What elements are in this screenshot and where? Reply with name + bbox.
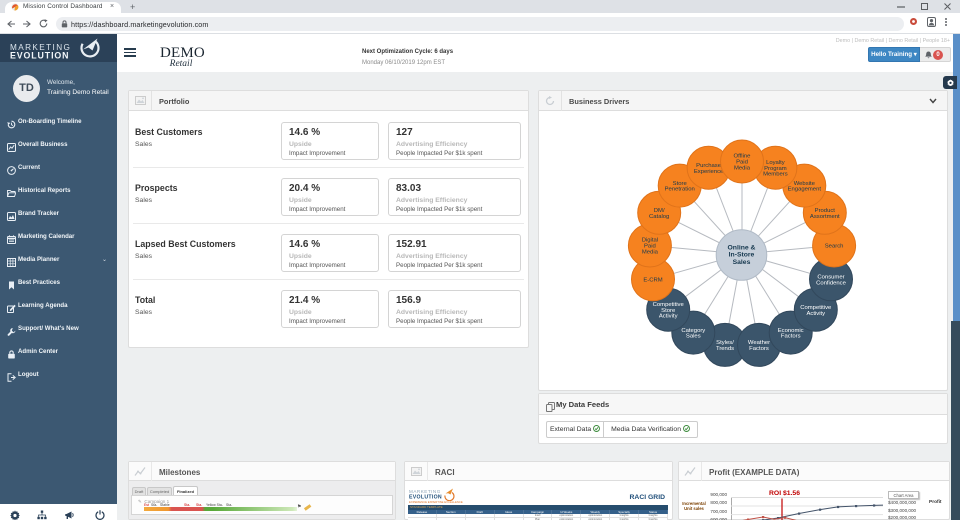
svg-text:Paid: Paid xyxy=(644,244,656,250)
svg-text:Loyalty: Loyalty xyxy=(766,160,785,166)
svg-text:Media: Media xyxy=(734,166,751,172)
svg-text:Confidence: Confidence xyxy=(816,280,847,286)
svg-text:E-CRM: E-CRM xyxy=(643,277,662,283)
svg-text:DM/: DM/ xyxy=(654,208,665,214)
svg-text:EVOLUTION: EVOLUTION xyxy=(10,51,69,61)
svg-text:Competitive: Competitive xyxy=(800,305,832,311)
svg-text:Factors: Factors xyxy=(781,334,801,340)
svg-text:Sales: Sales xyxy=(733,259,751,266)
svg-text:Paid: Paid xyxy=(736,160,748,166)
svg-text:Program: Program xyxy=(764,166,787,172)
svg-text:Styles/: Styles/ xyxy=(716,340,734,346)
svg-text:Website: Website xyxy=(794,181,816,187)
svg-text:MARKETING: MARKETING xyxy=(409,489,441,494)
svg-text:Media: Media xyxy=(642,250,659,256)
svg-text:Search: Search xyxy=(825,244,844,250)
svg-text:Sales: Sales xyxy=(686,334,701,340)
svg-text:Activity: Activity xyxy=(806,311,825,317)
svg-text:Economic: Economic xyxy=(778,328,804,334)
svg-text:Experience: Experience xyxy=(694,169,724,175)
svg-text:Store: Store xyxy=(673,181,688,187)
svg-text:Offline: Offline xyxy=(734,154,752,160)
svg-text:Competitive: Competitive xyxy=(653,302,685,308)
svg-text:Weather: Weather xyxy=(748,340,770,346)
svg-text:Online &: Online & xyxy=(728,244,756,251)
svg-text:Store: Store xyxy=(661,308,676,314)
svg-text:Catalog: Catalog xyxy=(649,214,669,220)
svg-text:Trends: Trends xyxy=(716,346,734,352)
svg-text:EVOLUTION: EVOLUTION xyxy=(409,495,442,501)
svg-text:Category: Category xyxy=(681,328,705,334)
svg-text:Consumer: Consumer xyxy=(817,275,844,281)
svg-text:Activity: Activity xyxy=(659,314,678,320)
svg-text:Factors: Factors xyxy=(749,346,769,352)
svg-text:MARKETING: MARKETING xyxy=(10,43,71,52)
svg-text:Product: Product xyxy=(815,208,836,214)
svg-text:Digital: Digital xyxy=(642,238,658,244)
svg-text:Engagement: Engagement xyxy=(788,187,822,193)
svg-text:Purchase: Purchase xyxy=(696,163,722,169)
svg-text:In-Store: In-Store xyxy=(729,252,755,259)
svg-text:Members: Members xyxy=(763,172,788,178)
svg-text:Penetration: Penetration xyxy=(665,187,695,193)
svg-text:Assortment: Assortment xyxy=(810,214,840,220)
